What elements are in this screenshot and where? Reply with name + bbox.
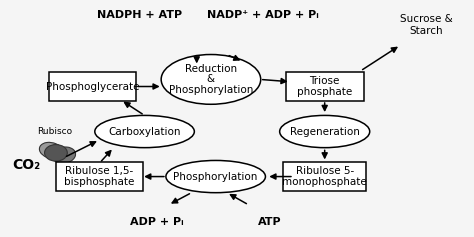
- Text: ATP: ATP: [258, 217, 282, 227]
- Text: Rubisco: Rubisco: [37, 127, 72, 136]
- Ellipse shape: [280, 115, 370, 148]
- Text: NADPH + ATP: NADPH + ATP: [97, 10, 182, 20]
- Text: Sucrose &
Starch: Sucrose & Starch: [400, 14, 453, 36]
- Text: CO₂: CO₂: [12, 158, 40, 172]
- Text: Triose
phosphate: Triose phosphate: [297, 76, 352, 97]
- Ellipse shape: [53, 147, 75, 164]
- FancyBboxPatch shape: [56, 162, 143, 191]
- Text: NADP⁺ + ADP + Pᵢ: NADP⁺ + ADP + Pᵢ: [207, 10, 319, 20]
- FancyBboxPatch shape: [48, 72, 136, 101]
- Ellipse shape: [166, 160, 265, 193]
- Text: Phosphorylation: Phosphorylation: [173, 172, 258, 182]
- Text: Carboxylation: Carboxylation: [109, 127, 181, 137]
- Ellipse shape: [161, 55, 261, 104]
- Text: Ribulose 5-
monophosphate: Ribulose 5- monophosphate: [283, 166, 367, 187]
- Text: Phosphoglycerate: Phosphoglycerate: [46, 82, 139, 91]
- Text: ADP + Pᵢ: ADP + Pᵢ: [129, 217, 183, 227]
- Ellipse shape: [39, 142, 63, 159]
- Text: Regeneration: Regeneration: [290, 127, 360, 137]
- Ellipse shape: [45, 145, 67, 161]
- Ellipse shape: [95, 115, 194, 148]
- FancyBboxPatch shape: [283, 162, 366, 191]
- FancyBboxPatch shape: [285, 72, 364, 101]
- Text: Ribulose 1,5-
bisphosphate: Ribulose 1,5- bisphosphate: [64, 166, 135, 187]
- Text: Reduction
&
Phosphorylation: Reduction & Phosphorylation: [169, 64, 253, 95]
